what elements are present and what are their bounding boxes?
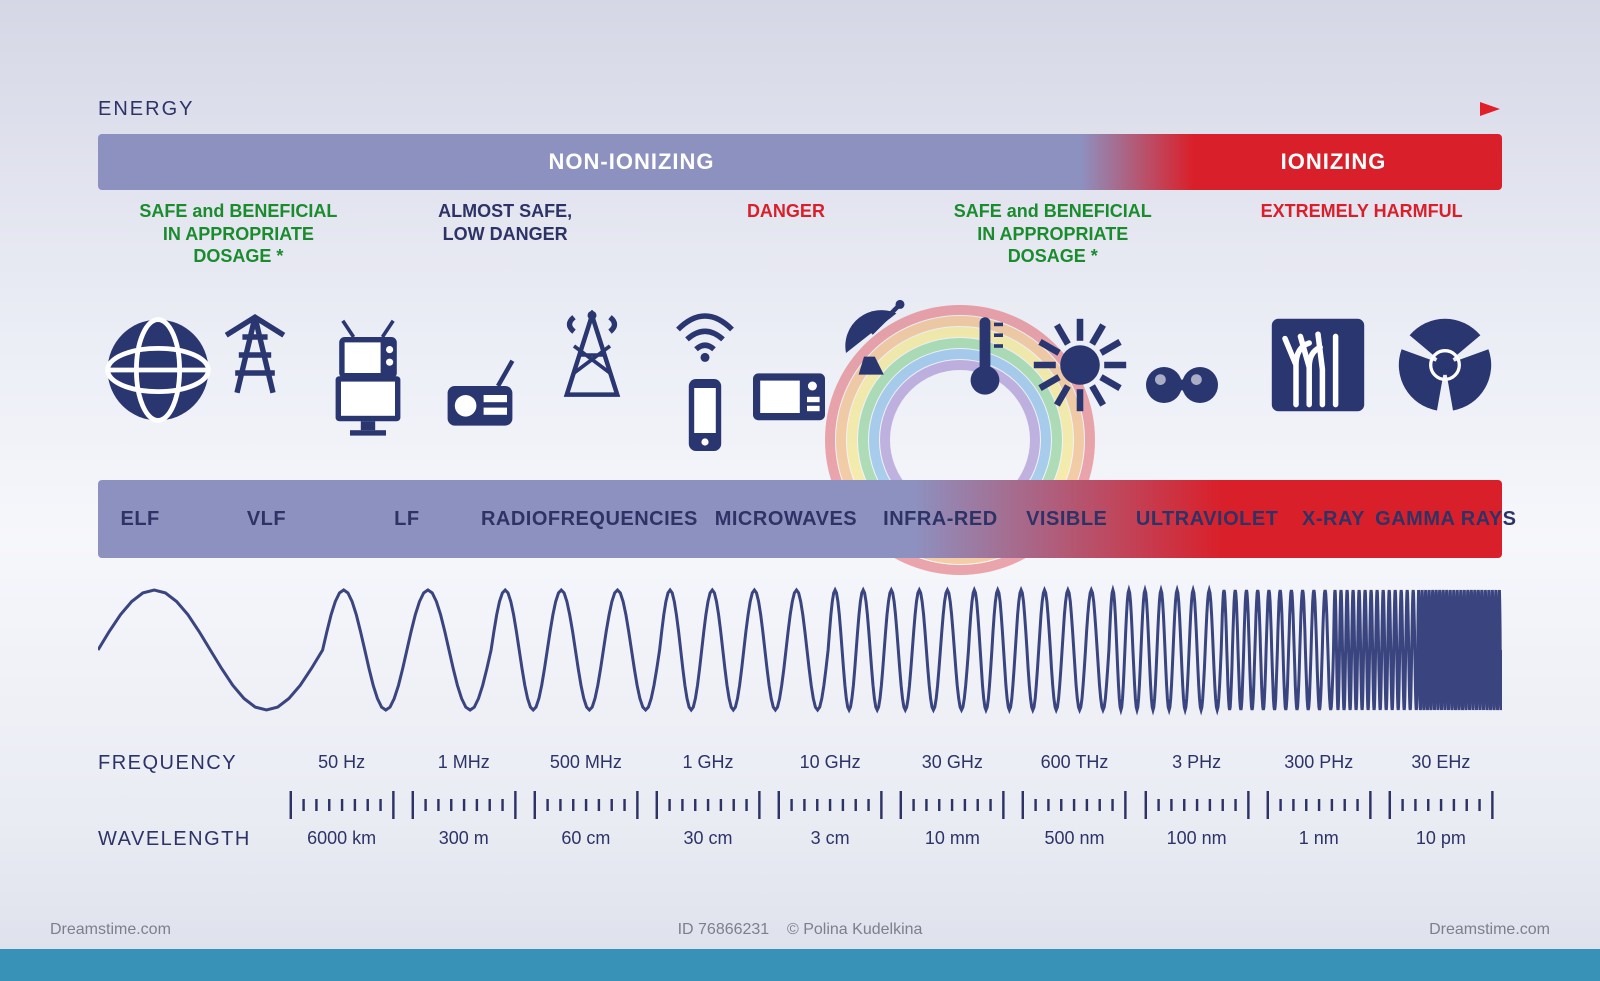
goggles-icon bbox=[1137, 340, 1249, 430]
freq-value: 600 THz bbox=[1013, 752, 1135, 773]
freq-value: 1 GHz bbox=[647, 752, 769, 773]
wave-diagram bbox=[98, 560, 1502, 740]
safety-caption: DANGER bbox=[660, 200, 913, 223]
tick-group bbox=[1258, 788, 1380, 822]
xray-icon bbox=[1263, 310, 1375, 420]
footer-site-right: Dreamstime.com bbox=[1429, 921, 1550, 945]
footer-id: ID 76866231 bbox=[678, 921, 770, 938]
tick-group bbox=[891, 788, 1013, 822]
wave-value: 6000 km bbox=[281, 828, 403, 849]
tick-group bbox=[525, 788, 647, 822]
safety-row: SAFE and BENEFICIALIN APPROPRIATEDOSAGE … bbox=[98, 200, 1502, 270]
wave-value: 1 nm bbox=[1258, 828, 1380, 849]
footer-credit: © Polina Kudelkina bbox=[787, 921, 922, 938]
spectrum-infographic: ENERGY bbox=[0, 0, 1600, 981]
tick-group bbox=[769, 788, 891, 822]
band-label: GAMMA RAYS bbox=[1334, 480, 1559, 558]
freq-value: 50 Hz bbox=[281, 752, 403, 773]
footer-bar bbox=[0, 949, 1600, 981]
tick-group bbox=[1380, 788, 1502, 822]
safety-caption: ALMOST SAFE,LOW DANGER bbox=[379, 200, 632, 245]
band-label: RADIOFREQUENCIES bbox=[477, 480, 702, 558]
radio-icon bbox=[435, 350, 547, 440]
wave-value: 3 cm bbox=[769, 828, 891, 849]
non-ionizing-label: NON-IONIZING bbox=[98, 134, 1165, 190]
safety-caption: SAFE and BENEFICIALIN APPROPRIATEDOSAGE … bbox=[912, 200, 1193, 268]
wave-value: 60 cm bbox=[525, 828, 647, 849]
tick-group bbox=[281, 788, 403, 822]
frequency-title: FREQUENCY bbox=[98, 752, 237, 774]
thermometer-icon bbox=[940, 310, 1024, 400]
sun-icon bbox=[1025, 310, 1137, 420]
freq-value: 30 GHz bbox=[891, 752, 1013, 773]
powerlines-icon bbox=[210, 310, 322, 400]
wave-value: 10 mm bbox=[891, 828, 1013, 849]
radiation-icon bbox=[1390, 310, 1502, 420]
freq-value: 1 MHz bbox=[403, 752, 525, 773]
spectrum-band: ELFVLFLFRADIOFREQUENCIESMICROWAVESINFRA-… bbox=[98, 480, 1502, 558]
wifi-icon bbox=[660, 280, 744, 370]
satellite-dish-icon bbox=[828, 290, 940, 380]
safety-caption: SAFE and BENEFICIALIN APPROPRIATEDOSAGE … bbox=[98, 200, 379, 268]
wave-value: 300 m bbox=[403, 828, 525, 849]
phone-icon bbox=[660, 370, 744, 460]
safety-caption: EXTREMELY HARMFUL bbox=[1221, 200, 1502, 223]
freq-value: 300 PHz bbox=[1258, 752, 1380, 773]
ionizing-label: IONIZING bbox=[1165, 134, 1502, 190]
freq-value: 500 MHz bbox=[525, 752, 647, 773]
monitor-icon bbox=[323, 360, 421, 450]
icon-row bbox=[98, 270, 1502, 470]
tick-group bbox=[1136, 788, 1258, 822]
freq-value: 30 EHz bbox=[1380, 752, 1502, 773]
wavelength-title: WAVELENGTH bbox=[98, 828, 251, 850]
tick-group bbox=[403, 788, 525, 822]
globe-icon bbox=[98, 310, 210, 430]
energy-label: ENERGY bbox=[98, 98, 194, 121]
energy-arrow bbox=[200, 108, 1500, 111]
freq-value: 10 GHz bbox=[769, 752, 891, 773]
ionizing-band: NON-IONIZING IONIZING bbox=[98, 134, 1502, 190]
wavelength-row: WAVELENGTH 6000 km300 m60 cm30 cm3 cm10 … bbox=[98, 828, 1502, 858]
tick-group bbox=[647, 788, 769, 822]
wave-value: 10 pm bbox=[1380, 828, 1502, 849]
wave-value: 100 nm bbox=[1136, 828, 1258, 849]
frequency-row: FREQUENCY 50 Hz1 MHz500 MHz1 GHz10 GHz30… bbox=[98, 752, 1502, 782]
footer-site: Dreamstime.com bbox=[50, 921, 171, 945]
wave-value: 500 nm bbox=[1013, 828, 1135, 849]
wave-value: 30 cm bbox=[647, 828, 769, 849]
freq-value: 3 PHz bbox=[1136, 752, 1258, 773]
antenna-icon bbox=[547, 310, 659, 400]
ticks-row bbox=[98, 788, 1502, 822]
tick-group bbox=[1013, 788, 1135, 822]
